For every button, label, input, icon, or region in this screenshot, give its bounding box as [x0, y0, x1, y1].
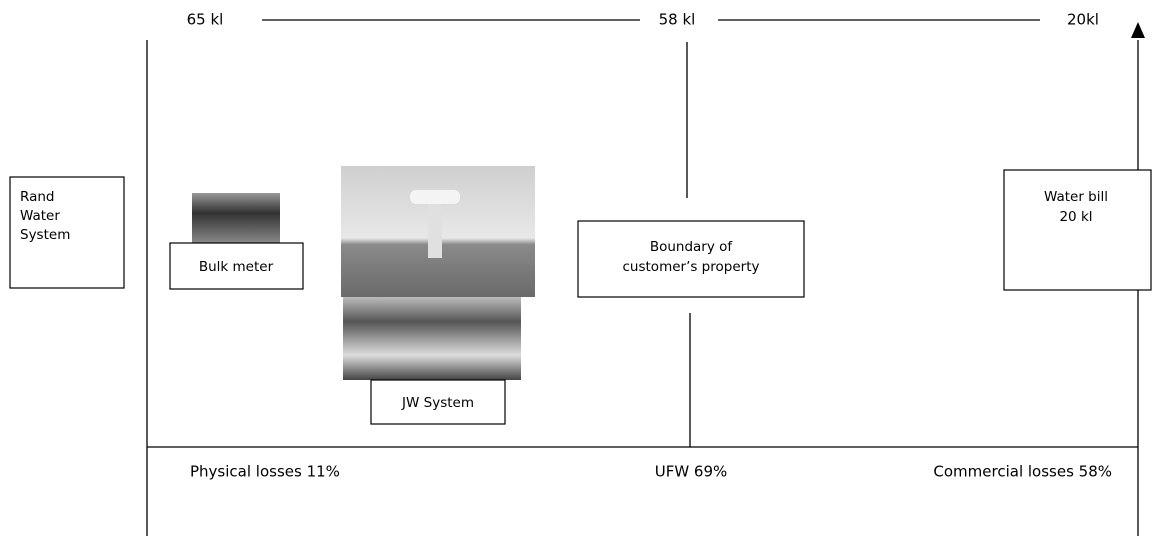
- box-text: JW System: [401, 395, 474, 411]
- box-text: 20 kl: [1059, 209, 1092, 225]
- rand-water-box: [9, 176, 125, 289]
- loss-label: Physical losses 11%: [190, 463, 340, 481]
- jw-system-box: [370, 379, 506, 425]
- box-text: Water bill: [1044, 189, 1108, 205]
- boundary-box: [577, 220, 805, 298]
- arrow-head: [1131, 22, 1145, 38]
- bulk-meter-box: [169, 242, 304, 290]
- bulk-meter-photo: [192, 193, 280, 243]
- box-text: customer’s property: [623, 259, 760, 275]
- flow-label: 65 kl: [187, 11, 224, 29]
- flow-label: 58 kl: [659, 11, 696, 29]
- box-text: Boundary of: [650, 239, 734, 255]
- box-text: Bulk meter: [199, 259, 274, 275]
- box-text: Water: [20, 208, 60, 224]
- tower-shape: [410, 190, 460, 204]
- pipeline-photo: [343, 297, 521, 380]
- loss-label: UFW 69%: [655, 463, 728, 481]
- water-bill-box: [1003, 169, 1152, 291]
- tower-shape: [428, 204, 442, 258]
- box-text: System: [20, 227, 70, 243]
- loss-label: Commercial losses 58%: [933, 463, 1112, 481]
- box-text: Rand: [20, 189, 54, 205]
- flow-label: 20kl: [1067, 11, 1099, 29]
